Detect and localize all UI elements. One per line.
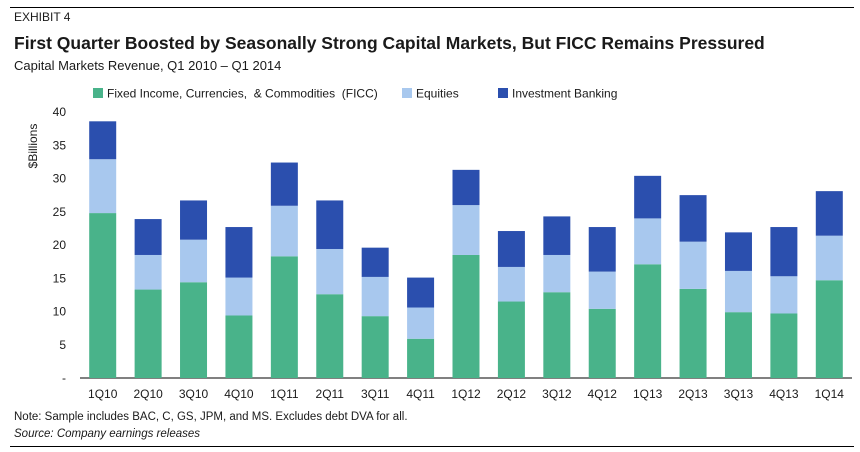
bar-segment-2-4q12 bbox=[588, 227, 616, 272]
bottom-rule bbox=[10, 446, 854, 447]
legend-swatch-2 bbox=[498, 88, 508, 98]
bar-segment-2-3q10 bbox=[180, 200, 208, 240]
legend-swatch-0 bbox=[93, 88, 103, 98]
bar-segment-1-1q12 bbox=[452, 205, 480, 255]
bar-segment-0-3q10 bbox=[180, 282, 208, 378]
y-axis-label: $Billions bbox=[26, 124, 40, 169]
legend-swatch-1 bbox=[402, 88, 412, 98]
bar-segment-1-4q12 bbox=[588, 271, 616, 309]
y-tick-label: 10 bbox=[53, 305, 67, 319]
bar-segment-2-1q14 bbox=[815, 191, 843, 236]
bar-segment-1-1q10 bbox=[89, 159, 117, 214]
bar-segment-1-3q11 bbox=[361, 276, 389, 317]
bar-segment-1-1q11 bbox=[270, 205, 298, 257]
bar-segment-0-3q12 bbox=[543, 292, 571, 378]
y-tick-label: 15 bbox=[53, 271, 67, 285]
bar-segment-1-4q10 bbox=[225, 277, 253, 316]
bar-segment-0-3q13 bbox=[724, 312, 752, 378]
bar-segment-0-4q13 bbox=[770, 313, 798, 378]
top-rule bbox=[10, 7, 854, 8]
bar-segment-0-2q13 bbox=[679, 288, 707, 378]
bar-segment-1-2q12 bbox=[497, 266, 525, 302]
x-tick-label: 2Q13 bbox=[678, 387, 708, 401]
x-tick-labels: 1Q10 2Q10 3Q10 4Q10 1Q11 2Q11 3Q11 4Q11 1Q12 2Q12… bbox=[88, 387, 844, 401]
bar-segment-0-1q11 bbox=[270, 256, 298, 378]
bar-segment-0-3q11 bbox=[361, 316, 389, 378]
bar-segment-2-3q12 bbox=[543, 216, 571, 255]
y-tick-label: 20 bbox=[53, 238, 67, 252]
bar-segment-0-4q12 bbox=[588, 308, 616, 378]
bar-segment-0-2q12 bbox=[497, 301, 525, 378]
x-tick-label: 2Q12 bbox=[497, 387, 527, 401]
bar-segment-2-2q13 bbox=[679, 195, 707, 242]
bar-segment-2-2q12 bbox=[497, 231, 525, 267]
bar-segment-2-4q10 bbox=[225, 227, 253, 278]
chart-title: First Quarter Boosted by Seasonally Stro… bbox=[14, 33, 765, 53]
bar-segment-2-2q10 bbox=[134, 219, 162, 255]
bar-segment-2-4q11 bbox=[407, 277, 435, 308]
x-tick-label: 2Q10 bbox=[133, 387, 163, 401]
bar-segment-0-4q11 bbox=[407, 338, 435, 378]
x-tick-label: 4Q13 bbox=[769, 387, 799, 401]
bar-segment-0-2q10 bbox=[134, 289, 162, 378]
x-tick-label: 4Q10 bbox=[224, 387, 254, 401]
bars bbox=[89, 121, 843, 378]
bar-segment-2-4q13 bbox=[770, 227, 798, 277]
bar-segment-1-1q13 bbox=[634, 218, 662, 265]
bar-segment-1-3q12 bbox=[543, 254, 571, 293]
legend: Fixed Income, Currencies, & Commodities … bbox=[93, 87, 617, 101]
bar-segment-0-1q13 bbox=[634, 264, 662, 378]
bar-segment-1-1q14 bbox=[815, 235, 843, 281]
x-tick-label: 3Q13 bbox=[724, 387, 754, 401]
chart-subtitle: Capital Markets Revenue, Q1 2010 – Q1 20… bbox=[14, 58, 282, 73]
bar-segment-2-1q13 bbox=[634, 175, 662, 219]
x-tick-label: 3Q10 bbox=[179, 387, 209, 401]
exhibit-label: EXHIBIT 4 bbox=[14, 10, 71, 24]
footnote: Note: Sample includes BAC, C, GS, JPM, a… bbox=[14, 411, 408, 423]
legend-label-1: Equities bbox=[416, 87, 459, 101]
y-tick-labels: - 5 10 15 20 25 30 35 40 bbox=[53, 105, 67, 385]
source-note: Source: Company earnings releases bbox=[14, 428, 201, 440]
y-tick-label: 5 bbox=[59, 338, 66, 352]
bar-segment-1-4q11 bbox=[407, 307, 435, 339]
x-tick-label: 1Q13 bbox=[633, 387, 663, 401]
y-tick-label: - bbox=[62, 371, 66, 385]
y-tick-label: 25 bbox=[53, 205, 67, 219]
bar-segment-1-3q10 bbox=[180, 239, 208, 283]
legend-label-2: Investment Banking bbox=[512, 87, 617, 101]
bar-segment-1-2q11 bbox=[316, 248, 344, 295]
bar-segment-2-3q11 bbox=[361, 247, 389, 277]
x-tick-label: 4Q12 bbox=[588, 387, 618, 401]
bar-segment-2-1q12 bbox=[452, 169, 480, 206]
y-tick-label: 30 bbox=[53, 172, 67, 186]
bar-segment-1-3q13 bbox=[724, 270, 752, 313]
bar-segment-0-1q10 bbox=[89, 213, 117, 378]
x-tick-label: 2Q11 bbox=[316, 387, 345, 401]
bar-segment-0-1q14 bbox=[815, 280, 843, 378]
x-tick-label: 1Q10 bbox=[88, 387, 118, 401]
x-tick-label: 1Q11 bbox=[270, 387, 299, 401]
x-tick-label: 3Q11 bbox=[361, 387, 390, 401]
bar-segment-1-2q13 bbox=[679, 241, 707, 289]
bar-segment-0-2q11 bbox=[316, 294, 344, 378]
bar-segment-1-4q13 bbox=[770, 276, 798, 314]
x-tick-label: 4Q11 bbox=[406, 387, 435, 401]
x-tick-label: 3Q12 bbox=[542, 387, 572, 401]
x-tick-label: 1Q12 bbox=[451, 387, 481, 401]
legend-label-0: Fixed Income, Currencies, & Commodities … bbox=[107, 87, 378, 101]
x-tick-label: 1Q14 bbox=[815, 387, 845, 401]
y-tick-label: 35 bbox=[53, 138, 67, 152]
bar-segment-2-3q13 bbox=[724, 232, 752, 271]
y-tick-label: 40 bbox=[53, 105, 67, 119]
bar-segment-2-1q11 bbox=[270, 162, 298, 206]
bar-segment-1-2q10 bbox=[134, 254, 162, 290]
bar-segment-0-4q10 bbox=[225, 315, 253, 378]
bar-segment-2-1q10 bbox=[89, 121, 117, 160]
bar-segment-0-1q12 bbox=[452, 254, 480, 378]
bar-segment-2-2q11 bbox=[316, 200, 344, 249]
